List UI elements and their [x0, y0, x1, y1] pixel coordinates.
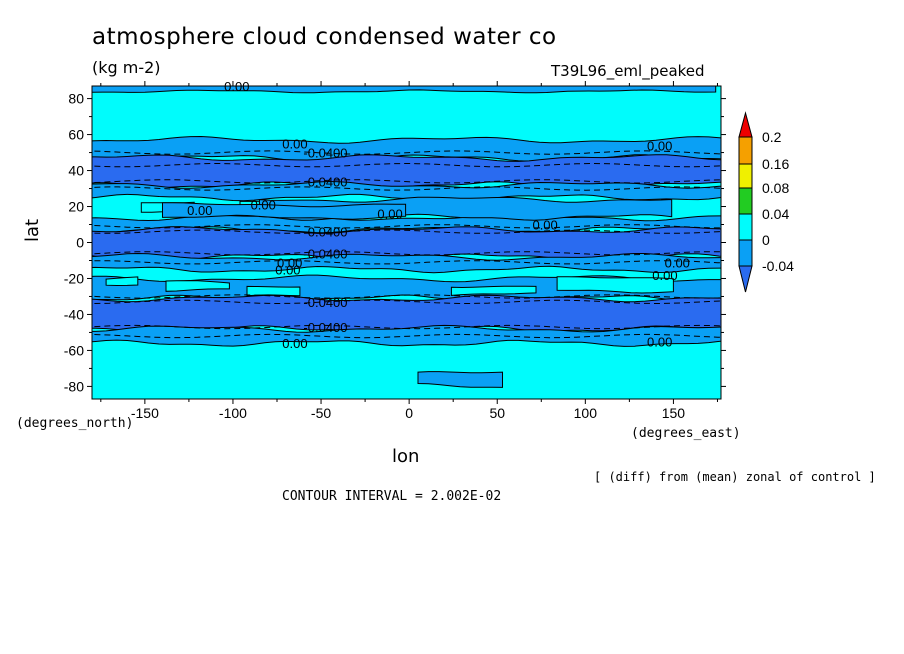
- contour-label: 0.00: [647, 138, 672, 153]
- y-tick-label: 60: [68, 127, 84, 143]
- colorbar-segment: [738, 239, 753, 267]
- dashed-contour: [92, 299, 721, 305]
- cyan-island: [165, 280, 230, 292]
- blue-patch: [417, 371, 503, 388]
- y-tick-label: 40: [68, 163, 84, 179]
- colorbar-label: 0.16: [762, 156, 789, 172]
- run-name: T39L96_eml_peaked: [551, 62, 705, 80]
- contour-label: 0.00: [187, 203, 212, 218]
- units-label: (kg m-2): [92, 58, 161, 77]
- axis-ticks: 80 60 40 20 0 -20 -40 -60 -80 -150 -100 -50 0 50 100 15…: [64, 81, 726, 421]
- dashed-contour: [92, 162, 721, 168]
- contour-band: [92, 180, 721, 202]
- blue-patch: [92, 86, 717, 94]
- colorbar-label: -0.04: [762, 258, 794, 274]
- contour-label: 0.00: [277, 255, 302, 270]
- contour-label: -0.0400: [303, 174, 347, 189]
- y-axis-label: lat: [22, 218, 43, 242]
- colorbar-bottom-arrow: [738, 265, 753, 293]
- contour-label: -0.0400: [303, 246, 347, 261]
- colorbar-label: 0.2: [762, 129, 782, 145]
- y-tick-label: -20: [64, 270, 84, 286]
- contour-label: -0.0400: [303, 225, 347, 240]
- colorbar-segment: [738, 213, 753, 241]
- contour-lines: [92, 150, 721, 339]
- contour-band: [92, 154, 721, 189]
- contour-label: 0.00: [647, 334, 672, 349]
- x-units-label: (degrees_east): [631, 426, 741, 441]
- x-tick-label: 50: [489, 405, 505, 421]
- contour-interval: CONTOUR INTERVAL = 2.002E-02: [282, 489, 502, 504]
- dashed-contour: [92, 150, 721, 155]
- dashed-contour: [92, 324, 721, 330]
- colorbar-label: 0: [762, 232, 770, 248]
- dashed-contour: [92, 179, 721, 184]
- colorbar-segment: [738, 136, 753, 165]
- x-axis-label: lon: [392, 446, 420, 467]
- contour-label: 0.00: [532, 218, 557, 233]
- contour-label: 0.00: [282, 336, 307, 351]
- blue-patch: [162, 202, 407, 220]
- difference-note: [ (diff) from (mean) zonal of control ]: [594, 470, 876, 484]
- contour-label: -0.0400: [303, 295, 347, 310]
- dashed-contour: [92, 224, 721, 229]
- dashed-contour: [92, 251, 721, 256]
- cyan-island: [105, 276, 139, 287]
- contour-label: -0.0400: [303, 320, 347, 335]
- cyan-island: [246, 285, 301, 297]
- dashed-contour: [92, 186, 721, 191]
- y-tick-label: 0: [76, 235, 84, 251]
- dashed-contour: [92, 294, 721, 299]
- colorbar-segment: [738, 163, 753, 189]
- y-units-label: (degrees_north): [16, 416, 134, 431]
- contour-label: 0.00: [275, 262, 300, 277]
- colorbar-label: 0.04: [762, 206, 789, 222]
- colorbar: 0.2 0.16 0.08 0.04 0 -0.04: [738, 111, 794, 293]
- dashed-contour: [92, 333, 721, 339]
- chart-title: atmosphere cloud condensed water co: [92, 24, 557, 50]
- dashed-contour: [92, 260, 721, 265]
- cyan-island: [556, 276, 674, 294]
- dashed-contour: [92, 229, 721, 234]
- cyan-island: [450, 285, 537, 296]
- x-tick-label: 0: [405, 405, 413, 421]
- contour-label: 0.00: [251, 198, 276, 213]
- contour-fields: [92, 86, 721, 399]
- contour-label: 0.00: [224, 79, 249, 94]
- x-tick-label: 150: [662, 405, 686, 421]
- x-tick-label: -100: [219, 405, 247, 421]
- x-tick-label: 100: [574, 405, 598, 421]
- colorbar-label: 0.08: [762, 180, 789, 196]
- x-tick-label: -50: [311, 405, 331, 421]
- contour-label: 0.00: [282, 137, 307, 152]
- y-tick-label: -40: [64, 306, 84, 322]
- y-tick-label: 20: [68, 199, 84, 215]
- y-tick-label: 80: [68, 91, 84, 107]
- contour-label: 0.00: [665, 255, 690, 270]
- contour-label: 0.00: [377, 207, 402, 222]
- y-tick-label: -60: [64, 342, 84, 358]
- contour-label: 0.00: [652, 268, 677, 283]
- contour-label: -0.0400: [303, 146, 347, 161]
- colorbar-top-arrow: [738, 111, 753, 138]
- contour-band: [92, 226, 721, 261]
- y-tick-label: -80: [64, 378, 84, 394]
- x-tick-label: -150: [131, 405, 159, 421]
- colorbar-segment: [738, 187, 753, 215]
